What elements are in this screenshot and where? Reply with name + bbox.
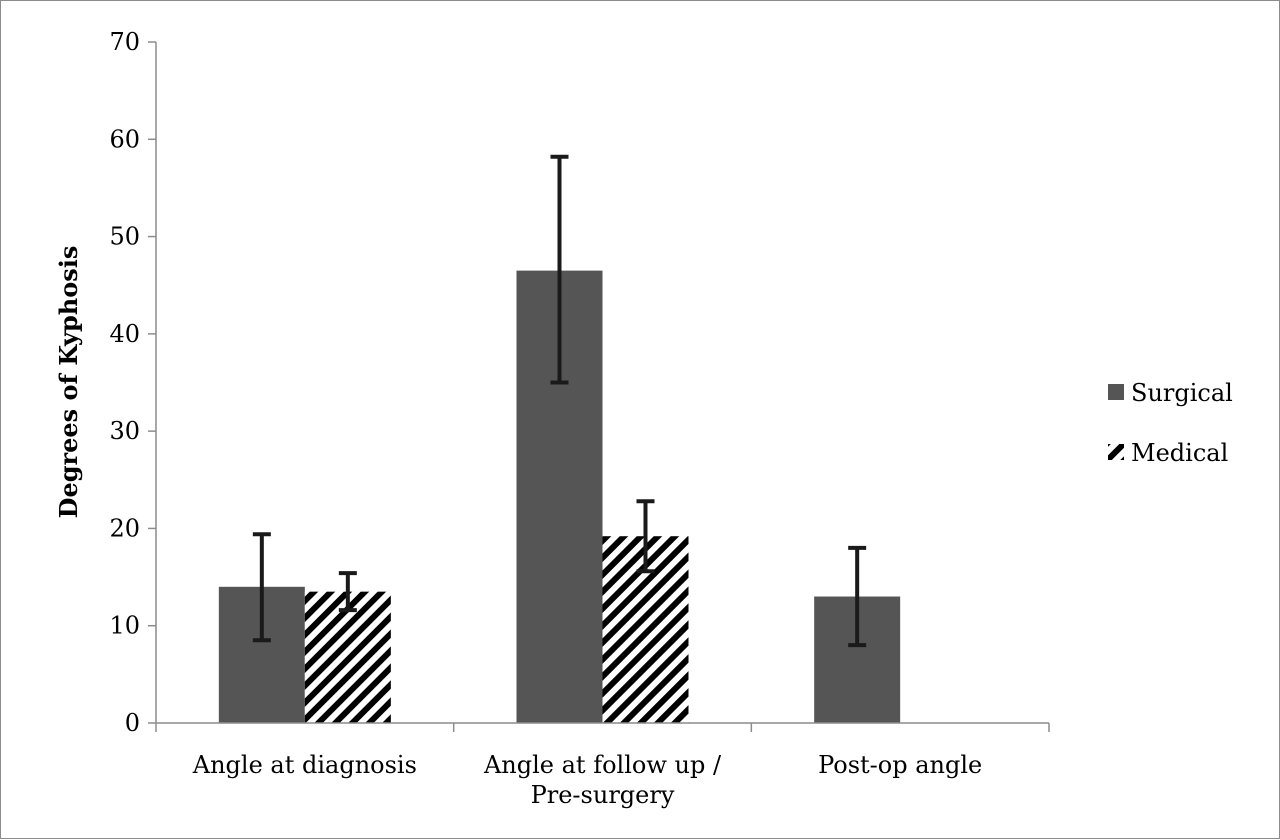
x-category-label-0: Angle at diagnosis <box>192 751 417 779</box>
x-category-label-line: Post-op angle <box>818 751 982 779</box>
bar-medical-0 <box>304 591 391 723</box>
y-tick-label-30: 30 <box>109 417 140 445</box>
legend-label-medical: Medical <box>1131 439 1228 467</box>
x-category-label-line: Angle at diagnosis <box>192 751 417 779</box>
y-tick-label-70: 70 <box>109 28 140 56</box>
x-category-label-line: Angle at follow up / <box>483 751 722 779</box>
y-axis-title: Degrees of Kyphosis <box>54 246 83 519</box>
legend-swatch-medical <box>1108 444 1124 460</box>
labels-layer: 0 10 20 30 40 50 60 70 Angle at diagnosis Angle a… <box>109 28 982 809</box>
axes-layer <box>148 41 1050 732</box>
y-tick-label-0: 0 <box>125 709 140 737</box>
x-category-label-2: Post-op angle <box>818 751 982 779</box>
y-tick-label-60: 60 <box>109 125 140 153</box>
y-tick-label-20: 20 <box>109 514 140 542</box>
legend-label-surgical: Surgical <box>1131 379 1233 407</box>
error-bars-layer <box>252 154 867 648</box>
y-tick-label-40: 40 <box>109 320 140 348</box>
legend-swatch-surgical <box>1108 384 1124 400</box>
y-tick-label-50: 50 <box>109 223 140 251</box>
legend: Surgical Medical <box>1108 379 1233 467</box>
x-category-label-line: Pre-surgery <box>531 781 675 809</box>
x-category-label-1: Angle at follow up / Pre-surgery <box>483 751 722 809</box>
y-tick-label-10: 10 <box>109 612 140 640</box>
bars-layer <box>218 270 901 723</box>
